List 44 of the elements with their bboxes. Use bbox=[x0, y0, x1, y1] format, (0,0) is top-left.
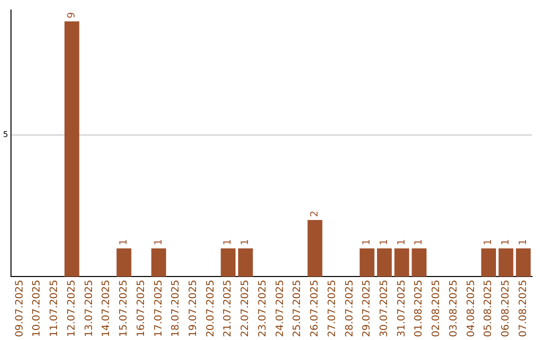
x-tick-label: 24.07.2025 bbox=[274, 280, 286, 338]
data-label: 1 bbox=[396, 238, 408, 246]
x-tick-label: 19.07.2025 bbox=[188, 280, 199, 338]
data-label: 1 bbox=[518, 238, 529, 246]
data-label: 1 bbox=[240, 238, 252, 246]
x-tick-label: 15.07.2025 bbox=[118, 280, 130, 338]
x-tick-label: 04.08.2025 bbox=[466, 280, 477, 338]
data-label: 1 bbox=[379, 238, 390, 246]
x-tick-label: 12.07.2025 bbox=[66, 280, 78, 338]
x-tick-label: 31.07.2025 bbox=[396, 280, 408, 338]
x-tick-label: 25.07.2025 bbox=[292, 280, 304, 338]
x-tick-label: 02.08.2025 bbox=[431, 280, 442, 338]
x-tick-label: 21.07.2025 bbox=[222, 280, 234, 338]
data-label: 1 bbox=[153, 238, 164, 246]
x-tick-label: 13.07.2025 bbox=[84, 280, 95, 338]
x-tick-label: 17.07.2025 bbox=[153, 280, 164, 338]
x-tick-label: 01.08.2025 bbox=[414, 280, 425, 338]
x-tick-label: 11.07.2025 bbox=[49, 280, 60, 338]
data-label: 1 bbox=[414, 238, 425, 246]
data-label: 9 bbox=[66, 12, 78, 18]
x-tick-label: 20.07.2025 bbox=[205, 280, 216, 338]
x-tick-label: 30.07.2025 bbox=[379, 280, 390, 338]
x-tick-label: 07.08.2025 bbox=[518, 280, 529, 338]
y-tick-label: 5 bbox=[2, 130, 8, 139]
x-tick-label: 16.07.2025 bbox=[136, 280, 147, 338]
x-tick-label: 03.08.2025 bbox=[448, 280, 460, 338]
data-label: 1 bbox=[500, 238, 512, 246]
x-tick-label: 10.07.2025 bbox=[32, 280, 43, 338]
x-tick-label: 18.07.2025 bbox=[170, 280, 182, 338]
x-tick-label: 26.07.2025 bbox=[310, 280, 321, 338]
x-tick-label: 29.07.2025 bbox=[362, 280, 373, 338]
x-tick-label: 14.07.2025 bbox=[101, 280, 112, 338]
x-tick-label: 23.07.2025 bbox=[257, 280, 268, 338]
x-tick-label: 05.08.2025 bbox=[483, 280, 494, 338]
data-label: 1 bbox=[222, 238, 234, 246]
data-label: 1 bbox=[483, 238, 494, 246]
x-tick-label: 28.07.2025 bbox=[344, 280, 356, 338]
data-label: 1 bbox=[362, 238, 373, 246]
x-tick-label: 27.07.2025 bbox=[326, 280, 338, 338]
data-label: 2 bbox=[310, 210, 321, 217]
data-label: 1 bbox=[118, 238, 130, 246]
x-tick-label: 22.07.2025 bbox=[240, 280, 252, 338]
x-tick-label: 06.08.2025 bbox=[500, 280, 512, 338]
x-tick-label: 09.07.2025 bbox=[14, 280, 26, 338]
